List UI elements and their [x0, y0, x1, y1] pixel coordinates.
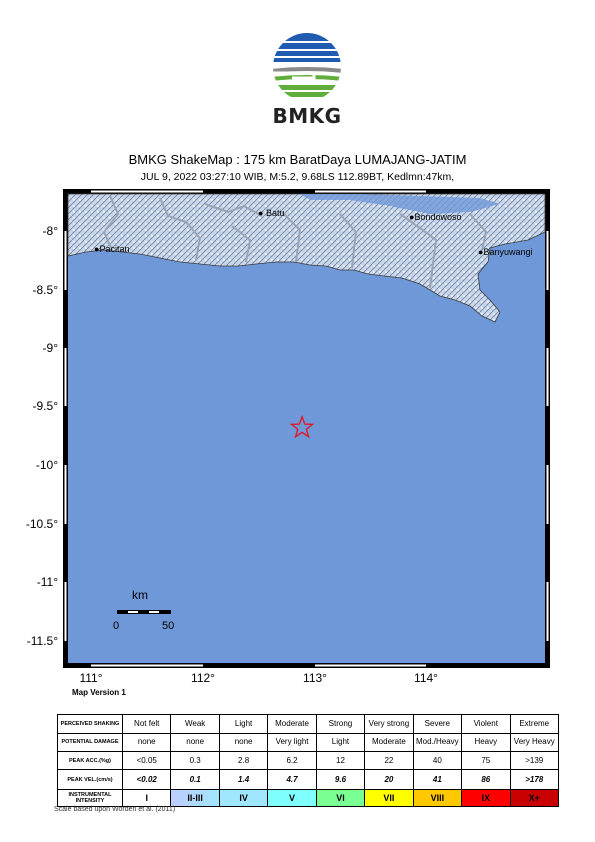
- legend-cell: 6.2: [267, 751, 317, 770]
- legend-cell: 41: [412, 769, 463, 790]
- map-title: BMKG ShakeMap : 175 km BaratDaya LUMAJAN…: [128, 152, 467, 167]
- legend-cell: Violent: [461, 714, 511, 734]
- legend-cell: Not felt: [121, 714, 172, 734]
- city-marker-batu: ● Batu: [258, 208, 285, 218]
- legend-cell: >178: [509, 769, 559, 790]
- legend-row-header: POTENTIAL DAMAGE: [57, 732, 123, 752]
- map-version: Map Version 1: [72, 688, 126, 697]
- legend-cell: 40: [412, 751, 463, 770]
- legend-cell: 2.8: [218, 751, 269, 770]
- lat-label: -10°: [35, 458, 58, 472]
- legend-cell: I: [121, 789, 172, 807]
- legend-row-int: INSTRUMENTAL INTENSITY I II-III IV V VI VII VII…: [57, 789, 559, 807]
- legend-cell: VI: [315, 789, 366, 807]
- lon-label: 112°: [191, 671, 215, 685]
- legend-row-header: PERCEIVED SHAKING: [57, 714, 123, 734]
- legend-cell: Severe: [412, 714, 463, 734]
- legend-cell: Moderate: [364, 732, 414, 752]
- scale-unit: km: [132, 588, 148, 602]
- event-subtitle: JUL 9, 2022 03:27:10 WIB, M:5.2, 9.68LS …: [140, 171, 455, 183]
- legend-cell: Very light: [267, 732, 317, 752]
- legend-row-header: PEAK ACC.(%g): [57, 751, 123, 770]
- legend-row-acc: PEAK ACC.(%g) <0.05 0.3 2.8 6.2 12 22 40 75 >139: [57, 751, 559, 770]
- boundary-lines: [102, 195, 488, 289]
- legend-cell: 20: [364, 769, 414, 790]
- legend-cell: Light: [218, 714, 269, 734]
- legend-cell: X+: [509, 789, 559, 807]
- legend-cell: Strong: [315, 714, 366, 734]
- logo-text: BMKG: [272, 104, 342, 128]
- map-canvas: [63, 189, 550, 668]
- legend-cell: Very Heavy: [509, 732, 559, 752]
- legend-cell: Moderate: [267, 714, 317, 734]
- legend-cell: Very strong: [364, 714, 414, 734]
- legend-cell: V: [267, 789, 317, 807]
- city-marker-banyuwangi: ●Banyuwangi: [478, 247, 533, 257]
- legend-cell: 12: [315, 751, 366, 770]
- legend-cell: VIII: [412, 789, 463, 807]
- legend-cell: none: [121, 732, 172, 752]
- legend-row-header: INSTRUMENTAL INTENSITY: [57, 789, 123, 807]
- scale-max: 50: [162, 620, 175, 632]
- legend-cell: 86: [461, 769, 511, 790]
- legend-cell: Extreme: [509, 714, 559, 734]
- land-area: [67, 193, 546, 323]
- legend-cell: 75: [461, 751, 511, 770]
- shakemap: -8° -8.5° -9° -9.5° -10° -10.5° -11° -11…: [25, 189, 550, 685]
- city-marker-bondowoso: ●Bondowoso: [409, 212, 462, 222]
- legend-row-header: PEAK VEL.(cm/s): [57, 769, 123, 790]
- legend-cell: IV: [218, 789, 269, 807]
- lat-label: -11.5°: [26, 634, 58, 648]
- bmkg-logo-icon: [270, 33, 341, 97]
- lat-label: -9°: [42, 341, 58, 355]
- legend-cell: VII: [364, 789, 414, 807]
- legend-cell: II-III: [170, 789, 220, 807]
- lat-label: -8°: [42, 224, 58, 238]
- city-marker-pacitan: ●Pacitan: [94, 244, 130, 254]
- legend-cell: 9.6: [315, 769, 366, 790]
- scale-bar: [117, 610, 171, 614]
- legend-row-vel: PEAK VEL.(cm/s) <0.02 0.1 1.4 4.7 9.6 20 41 86 >1…: [57, 769, 559, 790]
- legend-cell: <0.02: [121, 769, 172, 790]
- legend-cell: <0.05: [121, 751, 172, 770]
- legend-cell: Mod./Heavy: [412, 732, 463, 752]
- lon-label: 111°: [79, 671, 103, 685]
- legend-row-damage: POTENTIAL DAMAGE none none none Very light Li…: [57, 732, 559, 752]
- legend-cell: 0.1: [170, 769, 220, 790]
- lat-label: -9.5°: [32, 399, 58, 413]
- legend-cell: none: [170, 732, 220, 752]
- legend-cell: IX: [461, 789, 511, 807]
- scale-footnote: Scale based upon Worden et al. (2011): [54, 806, 176, 813]
- legend-cell: Light: [315, 732, 366, 752]
- scale-min: 0: [113, 620, 120, 632]
- legend-cell: none: [218, 732, 269, 752]
- legend-cell: >139: [509, 751, 559, 770]
- lon-label: 113°: [303, 671, 327, 685]
- lon-label: 114°: [414, 671, 438, 685]
- legend-cell: Heavy: [461, 732, 511, 752]
- red-star-icon: [289, 414, 315, 439]
- lat-label: -8.5°: [32, 283, 58, 297]
- legend-cell: 1.4: [218, 769, 269, 790]
- legend-cell: 0.3: [170, 751, 220, 770]
- legend-row-shaking: PERCEIVED SHAKING Not felt Weak Light Modera…: [57, 714, 559, 734]
- intensity-legend: PERCEIVED SHAKING Not felt Weak Light Modera…: [57, 714, 559, 807]
- legend-cell: Weak: [170, 714, 220, 734]
- legend-cell: 4.7: [267, 769, 317, 790]
- legend-cell: 22: [364, 751, 414, 770]
- lat-label: -11°: [36, 575, 58, 589]
- lat-label: -10.5°: [25, 517, 58, 531]
